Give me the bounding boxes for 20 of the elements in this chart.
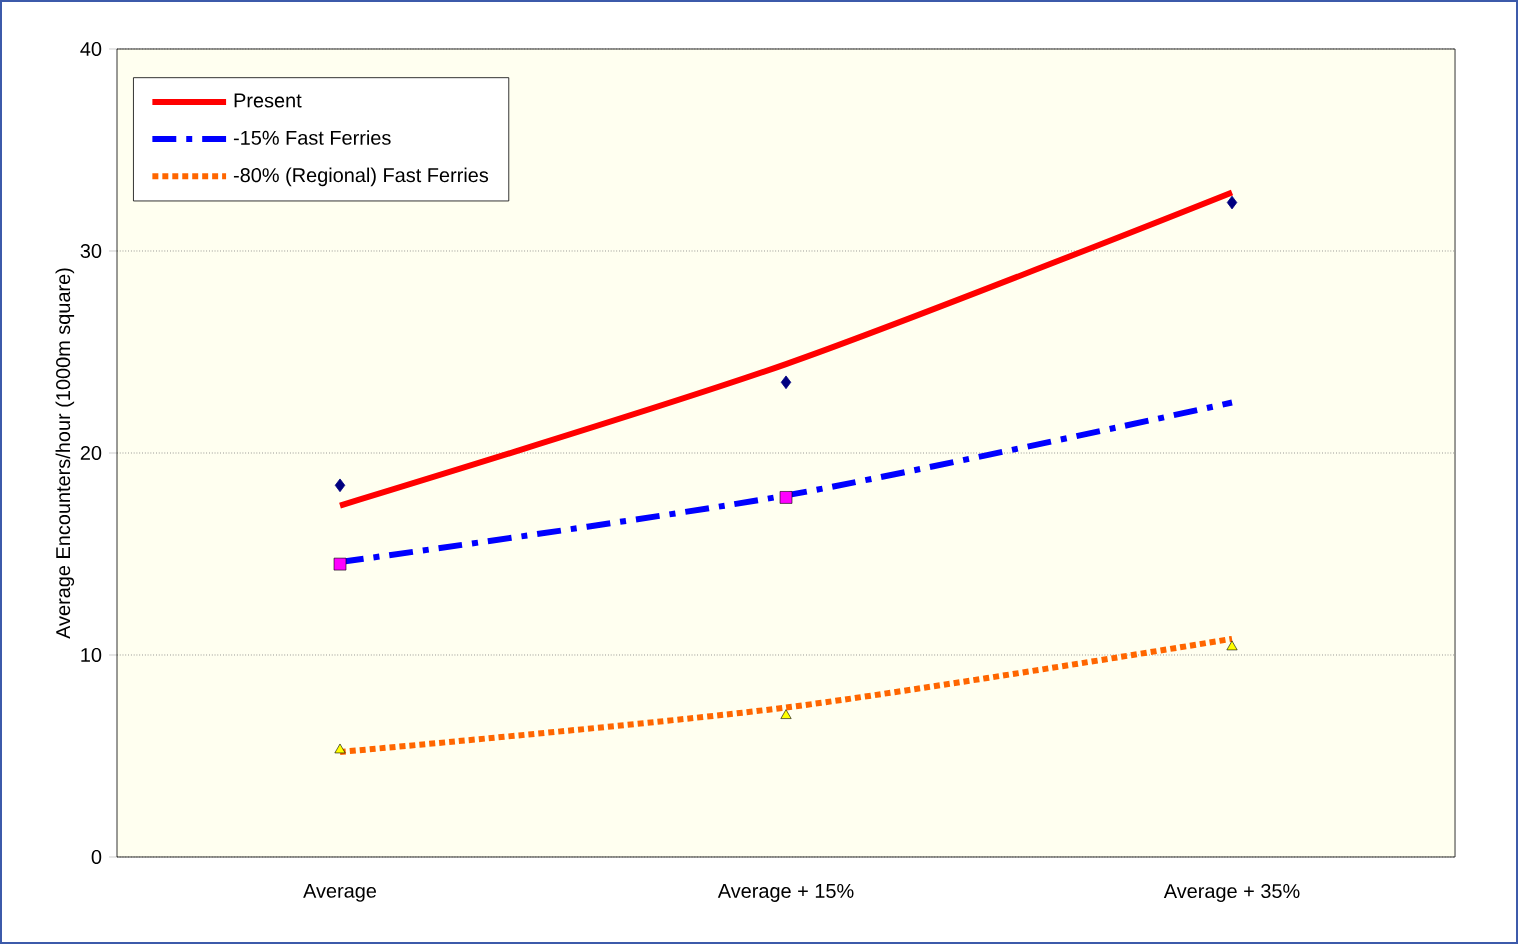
y-tick-label: 20 bbox=[80, 445, 102, 461]
point bbox=[780, 709, 792, 719]
y-axis-title: Average Encounters/hour (1000m square) bbox=[55, 268, 75, 639]
point bbox=[780, 375, 792, 390]
point bbox=[333, 557, 347, 571]
point bbox=[1226, 640, 1238, 651]
point bbox=[1226, 195, 1238, 210]
legend-label: -15% Fast Ferries bbox=[233, 130, 391, 145]
point bbox=[334, 478, 346, 493]
y-tick-label: 40 bbox=[80, 41, 102, 57]
y-tick-label: 30 bbox=[80, 243, 102, 259]
point bbox=[334, 743, 346, 754]
legend-label: Present bbox=[234, 93, 302, 108]
x-tick-label: Average + 35% bbox=[1163, 883, 1300, 902]
x-tick-label: Average bbox=[303, 883, 377, 902]
legend-label: -80% (Regional) Fast Ferries bbox=[233, 167, 489, 187]
x-tick-label: Average + 15% bbox=[717, 883, 854, 902]
point bbox=[779, 491, 793, 504]
y-tick-label: 0 bbox=[91, 849, 102, 865]
y-tick-label: 10 bbox=[81, 647, 102, 663]
